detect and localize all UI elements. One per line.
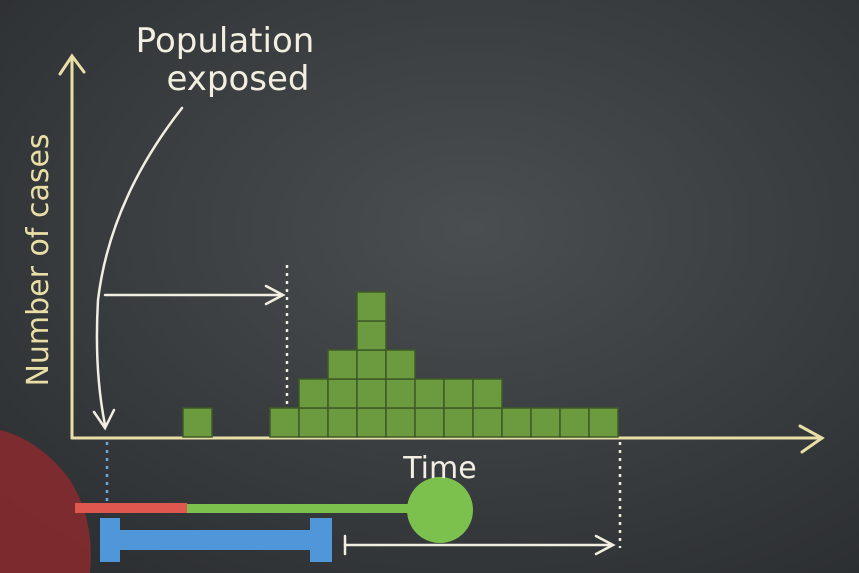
annotation-arrows [92,106,616,556]
case-square [385,407,416,438]
dotted-guides [105,265,622,548]
case-column [182,407,213,438]
case-column [298,378,329,438]
case-column [530,407,561,438]
timeline [75,477,473,562]
y-axis-label: Number of cases [21,133,56,386]
case-square [443,378,474,409]
case-column [559,407,590,438]
case-column [356,291,387,438]
case-square [327,407,358,438]
case-column [443,378,474,438]
case-column [588,407,619,438]
case-square [356,378,387,409]
case-square [414,378,445,409]
case-square [356,349,387,380]
case-square [559,407,590,438]
case-column [414,378,445,438]
case-square [414,407,445,438]
case-square [327,349,358,380]
green-circle [407,477,473,543]
case-column [501,407,532,438]
green-bar [187,504,412,513]
case-column [385,349,416,438]
case-square [443,407,474,438]
x-axis-label: Time [402,451,476,486]
annotation-line: Population exposed [136,21,315,99]
axes [58,53,825,454]
case-square [269,407,300,438]
red-bar [75,503,187,513]
case-square [356,407,387,438]
case-square [530,407,561,438]
case-column [472,378,503,438]
case-square [356,320,387,351]
case-square [385,378,416,409]
case-square [327,378,358,409]
case-square [356,291,387,322]
presenter-arm [0,430,91,573]
case-square [182,407,213,438]
case-column [327,349,358,438]
annotation-word: exposed [166,59,309,99]
case-square [588,407,619,438]
case-column [269,407,300,438]
case-square [298,378,329,409]
case-square [472,407,503,438]
case-square [472,378,503,409]
case-square [298,407,329,438]
case-square [385,349,416,380]
case-square [501,407,532,438]
blue-bracket [100,518,332,562]
annotation-word: Population [136,21,315,61]
